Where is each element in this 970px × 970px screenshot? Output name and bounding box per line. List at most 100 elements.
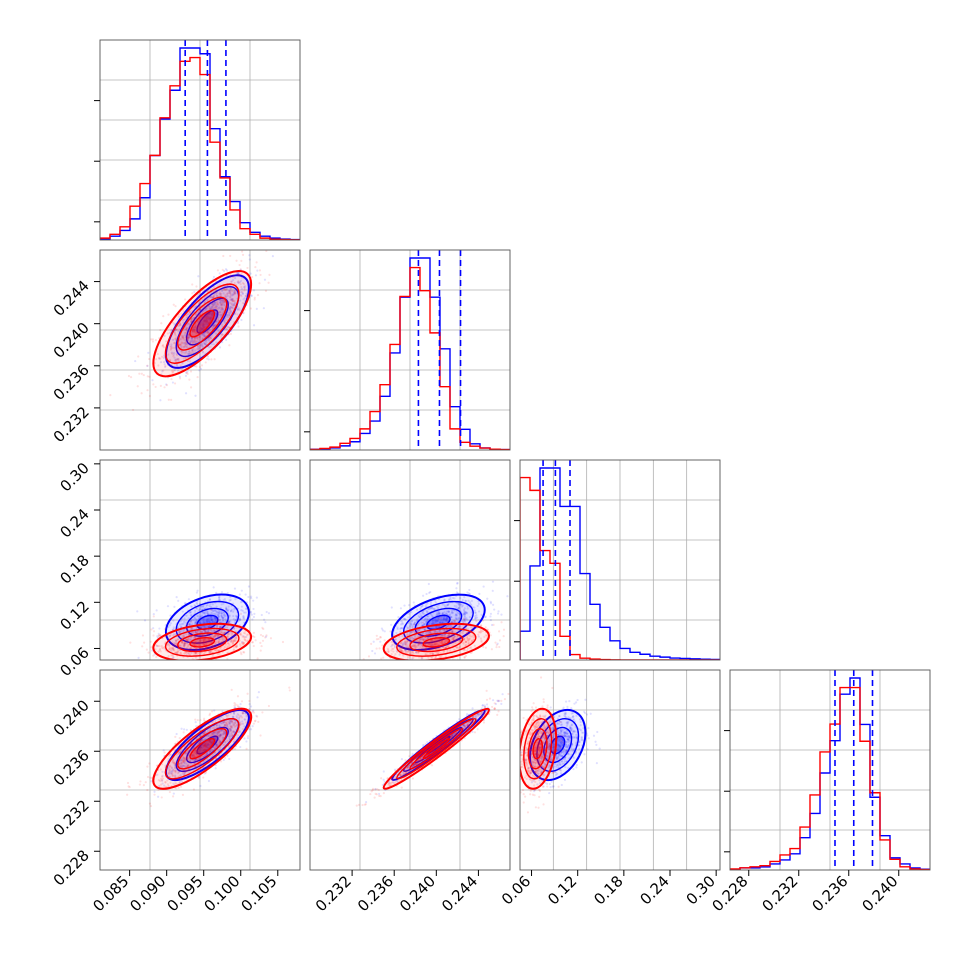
- scatter-point: [383, 639, 386, 642]
- scatter-point: [256, 696, 259, 699]
- scatter-point: [206, 330, 209, 334]
- scatter-point: [146, 364, 149, 368]
- scatter-point: [206, 610, 209, 614]
- scatter-point: [463, 656, 466, 659]
- scatter-point: [162, 346, 165, 349]
- scatter-point: [152, 615, 155, 618]
- scatter-point: [425, 609, 428, 612]
- scatter-point: [202, 643, 205, 646]
- scatter-point: [216, 634, 219, 637]
- scatter-point: [240, 609, 243, 612]
- scatter-point: [240, 605, 244, 608]
- scatter-point: [236, 280, 239, 284]
- scatter-point: [230, 290, 234, 293]
- scatter-point: [419, 614, 423, 617]
- panel-0-0: [94, 39, 301, 241]
- scatter-point: [178, 343, 181, 346]
- scatter-point: [152, 661, 154, 663]
- scatter-point: [232, 640, 235, 643]
- scatter-point: [203, 652, 206, 655]
- scatter-point: [205, 642, 208, 645]
- scatter-point: [175, 651, 178, 655]
- scatter-point: [267, 281, 270, 284]
- scatter-point: [456, 581, 459, 585]
- scatter-point: [444, 626, 448, 629]
- scatter-point: [208, 620, 211, 623]
- scatter-point: [205, 633, 209, 637]
- scatter-point: [193, 622, 196, 625]
- scatter-point: [207, 327, 211, 330]
- scatter-point: [463, 607, 466, 610]
- scatter-point: [187, 333, 190, 336]
- histogram-series-1: [100, 56, 300, 240]
- scatter-point: [196, 603, 199, 606]
- scatter-point: [212, 295, 215, 298]
- scatter-point: [247, 585, 251, 588]
- scatter-point: [195, 601, 198, 605]
- scatter-point: [175, 353, 179, 357]
- scatter-point: [198, 312, 201, 315]
- scatter-point: [457, 602, 460, 605]
- scatter-point: [203, 638, 206, 641]
- scatter-point: [195, 365, 198, 368]
- scatter-point: [207, 298, 210, 301]
- scatter-point: [198, 330, 201, 333]
- scatter-point: [194, 394, 197, 397]
- scatter-point: [182, 338, 185, 341]
- scatter-point: [209, 307, 212, 310]
- scatter-point: [206, 355, 210, 358]
- scatter-point: [196, 344, 200, 348]
- scatter-point: [177, 359, 180, 363]
- scatter-point: [181, 362, 184, 365]
- scatter-point: [180, 622, 184, 626]
- scatter-point: [249, 612, 252, 615]
- scatter-point: [206, 305, 209, 308]
- panel-1-1: [304, 249, 511, 451]
- scatter-point: [210, 618, 213, 621]
- scatter-point: [494, 641, 497, 644]
- scatter-point: [472, 630, 475, 633]
- scatter-point: [394, 638, 397, 641]
- scatter-point: [233, 302, 236, 305]
- scatter-point: [226, 292, 229, 295]
- scatter-point: [229, 610, 232, 613]
- scatter-point: [438, 621, 441, 624]
- scatter-point: [197, 295, 200, 298]
- scatter-point: [171, 381, 175, 384]
- scatter-point: [511, 623, 513, 625]
- scatter-point: [241, 642, 245, 646]
- scatter-point: [190, 338, 194, 341]
- y-tick-label: 0.240: [50, 319, 93, 362]
- scatter-point: [244, 607, 248, 611]
- scatter-point: [134, 359, 137, 363]
- scatter-point: [208, 307, 211, 311]
- scatter-point: [230, 640, 233, 643]
- scatter-point: [214, 290, 217, 293]
- scatter-point: [400, 666, 402, 668]
- scatter-point: [202, 634, 205, 637]
- scatter-point: [227, 311, 230, 314]
- scatter-point: [213, 642, 216, 645]
- scatter-point: [206, 320, 209, 323]
- scatter-point: [198, 621, 201, 624]
- scatter-point: [193, 616, 196, 619]
- scatter-point: [248, 254, 251, 257]
- scatter-point: [197, 324, 200, 327]
- scatter-point: [447, 634, 450, 637]
- scatter-point: [458, 604, 461, 607]
- scatter-point: [170, 649, 173, 652]
- scatter-point: [222, 613, 226, 616]
- scatter-point: [147, 651, 150, 654]
- scatter-point: [150, 628, 153, 631]
- scatter-point: [235, 645, 238, 648]
- scatter-point: [433, 619, 436, 622]
- scatter-point: [233, 299, 236, 302]
- scatter-point: [265, 635, 268, 638]
- scatter-point: [437, 612, 441, 615]
- scatter-point: [440, 616, 443, 620]
- scatter-point: [222, 638, 225, 641]
- scatter-point: [433, 599, 436, 602]
- scatter-point: [185, 326, 188, 329]
- scatter-point: [396, 626, 399, 629]
- scatter-point: [482, 585, 485, 588]
